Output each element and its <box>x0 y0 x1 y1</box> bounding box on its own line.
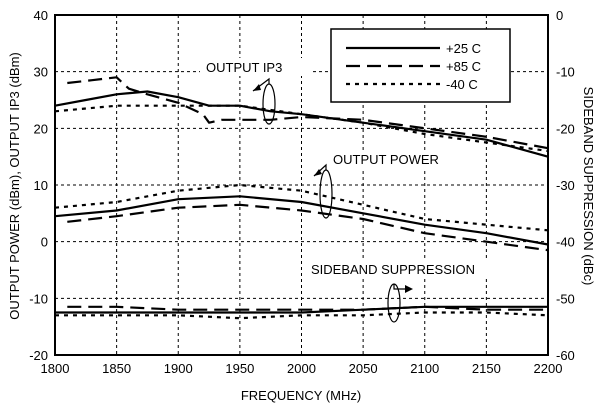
legend-label-25c: +25 C <box>446 41 481 56</box>
series-line-output-power-minus40c <box>54 183 549 232</box>
x-tick-label: 2000 <box>287 361 316 376</box>
series-line-sideband-suppression-85c <box>67 305 548 311</box>
y-tick-label-left: 0 <box>41 235 48 250</box>
x-tick-label: 1800 <box>41 361 70 376</box>
annotation-ellipse <box>319 169 333 219</box>
y-tick-label-right: -40 <box>556 235 575 250</box>
y-tick-label-right: -10 <box>556 65 575 80</box>
annotation-leader <box>393 284 410 290</box>
y-axis-left-label: OUTPUT POWER (dBm), OUTPUT IP3 (dBm) <box>7 52 22 319</box>
annotation-sideband: SIDEBAND SUPPRESSION <box>308 260 508 323</box>
y-tick-label-right: 0 <box>556 8 563 23</box>
series-line-output-power-25c <box>54 195 549 246</box>
annotation-output-ip3: OUTPUT IP3 <box>200 58 310 125</box>
arrow-icon <box>405 285 413 293</box>
legend: +25 C +85 C -40 C <box>330 28 511 103</box>
annotation-output-power-label: OUTPUT POWER <box>333 152 439 167</box>
y-tick-label-left: 40 <box>34 8 48 23</box>
arrow-icon <box>253 84 261 91</box>
series-line-output-ip3-minus40c <box>54 104 549 153</box>
y-tick-label-right: -20 <box>556 121 575 136</box>
annotation-sideband-label: SIDEBAND SUPPRESSION <box>311 262 475 277</box>
x-tick-label: 1950 <box>225 361 254 376</box>
tick-labels: 1800 1850 1900 1950 2000 2050 2100 2150 2200 40 0 3… <box>29 8 575 376</box>
legend-label-85c: +85 C <box>446 59 481 74</box>
y-tick-label-right: -30 <box>556 178 575 193</box>
x-axis-label: FREQUENCY (MHz) <box>241 388 361 403</box>
y-tick-label-left: 30 <box>34 65 48 80</box>
plot-frame <box>54 14 549 356</box>
x-tick-label: 2200 <box>534 361 563 376</box>
annotation-ellipse <box>262 83 276 125</box>
arrow-icon <box>314 169 322 176</box>
x-tick-label: 1850 <box>102 361 131 376</box>
series-line-sideband-suppression-25c <box>55 305 548 314</box>
y-tick-label-left: 10 <box>34 178 48 193</box>
x-tick-label: 1900 <box>164 361 193 376</box>
series-line-sideband-suppression-minus40c <box>55 311 549 320</box>
annotation-ellipse <box>387 283 401 323</box>
legend-label-minus40c: -40 C <box>446 77 478 92</box>
y-axis-right-label: SIDEBAND SUPPRESSION (dBc) <box>581 87 596 286</box>
series-line-output-ip3-25c <box>54 90 549 158</box>
y-tick-label-left: 20 <box>34 121 48 136</box>
series-layer <box>54 76 549 320</box>
x-tick-label: 2050 <box>349 361 378 376</box>
series-line-output-power-85c <box>67 203 549 252</box>
annotation-output-ip3-label: OUTPUT IP3 <box>206 60 282 75</box>
y-tick-label-right: -60 <box>556 348 575 363</box>
x-tick-label: 2100 <box>410 361 439 376</box>
y-tick-label-right: -50 <box>556 291 575 306</box>
y-tick-label-left: -10 <box>29 291 48 306</box>
annotation-output-power: OUTPUT POWER <box>313 150 464 219</box>
series-line-output-ip3-85c <box>67 76 549 150</box>
y-tick-label-left: -20 <box>29 348 48 363</box>
x-tick-label: 2150 <box>472 361 501 376</box>
